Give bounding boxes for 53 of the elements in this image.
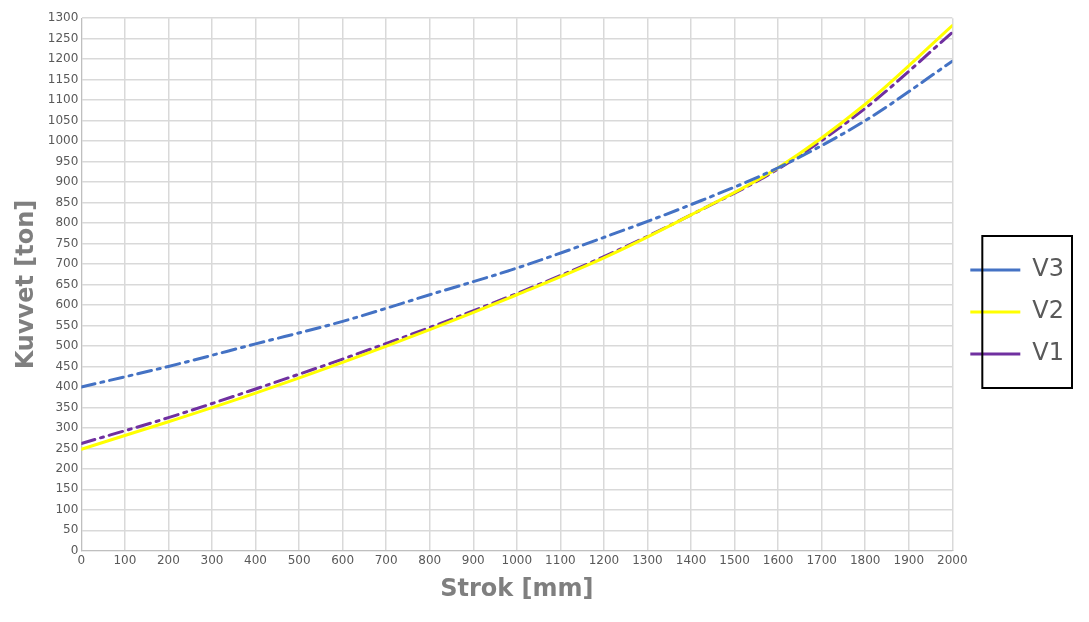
y-tick-label: 0 (70, 542, 79, 557)
x-tick-label: 1800 (849, 553, 881, 568)
y-tick-label: 850 (55, 194, 79, 209)
y-tick-label: 450 (55, 358, 79, 373)
y-tick-label: 1150 (47, 71, 79, 86)
y-tick-label: 800 (55, 215, 79, 230)
y-tick-label: 1300 (47, 10, 79, 25)
y-tick-label: 500 (55, 338, 79, 353)
x-tick-label: 400 (244, 553, 267, 568)
x-tick-label: 1300 (632, 553, 663, 568)
x-tick-label: 100 (113, 553, 137, 568)
legend-label: V3 (1032, 254, 1064, 283)
y-tick-label: 1050 (47, 112, 79, 127)
y-tick-label: 600 (55, 297, 79, 312)
y-tick-label: 750 (55, 235, 79, 250)
x-tick-label: 200 (156, 553, 180, 568)
y-tick-label: 300 (55, 420, 79, 435)
legend-label: V1 (1032, 338, 1064, 367)
x-tick-label: 1900 (893, 553, 925, 568)
y-tick-label: 1100 (47, 92, 79, 107)
y-tick-label: 1200 (47, 51, 79, 66)
y-tick-label: 900 (55, 174, 79, 189)
y-tick-label: 700 (55, 256, 79, 271)
x-axis-title: Strok [mm] (440, 573, 594, 602)
legend-label: V2 (1032, 296, 1064, 325)
y-tick-label: 400 (55, 379, 79, 394)
x-tick-label: 300 (200, 553, 224, 568)
y-tick-label: 350 (55, 399, 79, 414)
x-tick-label: 1000 (501, 553, 533, 568)
y-axis-title: Kuvvet [ton] (10, 199, 39, 370)
line-series (81, 59, 953, 389)
x-tick-label: 1700 (806, 553, 837, 568)
x-tick-label: 1500 (719, 553, 750, 568)
x-tick-label: 500 (287, 553, 311, 568)
y-tick-label: 250 (55, 440, 79, 455)
y-tick-label: 200 (55, 460, 79, 475)
x-tick-label: 800 (418, 553, 442, 568)
x-tick-label: 1100 (545, 553, 576, 568)
y-tick-label: 950 (55, 153, 79, 168)
y-tick-label: 1250 (47, 30, 79, 45)
x-tick-label: 1600 (762, 553, 794, 568)
y-tick-label: 650 (55, 276, 79, 291)
x-tick-label: 2000 (937, 553, 968, 568)
y-tick-label: 150 (55, 481, 79, 496)
x-tick-label: 900 (461, 553, 485, 568)
x-tick-label: 600 (331, 553, 355, 568)
y-tick-label: 50 (63, 522, 79, 537)
x-tick-label: 700 (374, 553, 398, 568)
y-tick-label: 1000 (47, 133, 79, 148)
x-tick-label: 1400 (675, 553, 707, 568)
y-tick-label: 550 (55, 317, 79, 332)
y-tick-label: 100 (55, 501, 79, 516)
x-tick-label: 1200 (588, 553, 620, 568)
